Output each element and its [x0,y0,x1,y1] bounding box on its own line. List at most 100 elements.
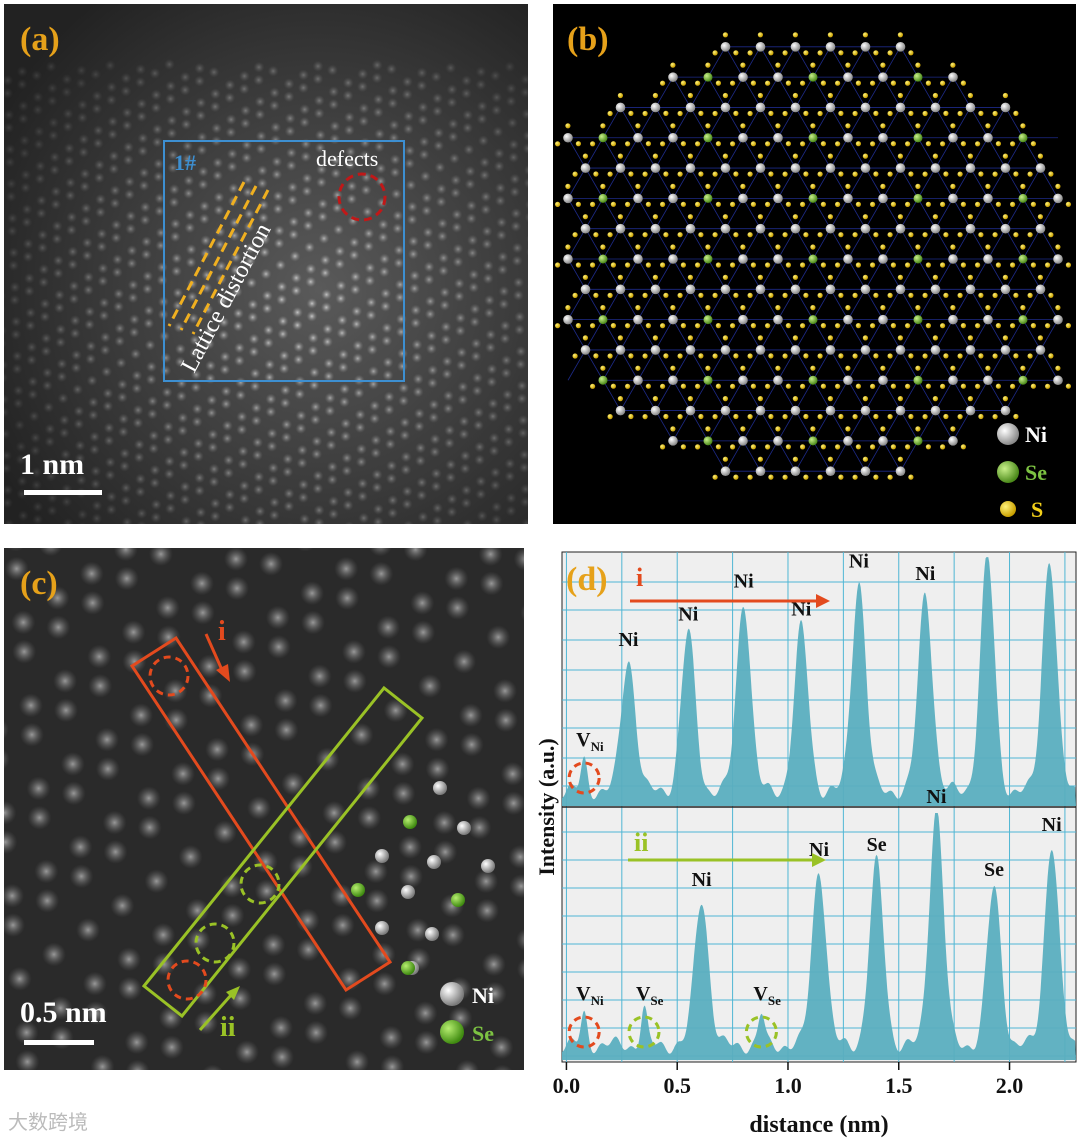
lattice-spot-a [524,212,528,223]
lattice-spot-a [121,107,133,119]
lattice-bond [795,198,814,229]
lattice-spot-a [46,82,58,94]
lattice-spot-a [143,305,155,317]
lattice-spot-a [325,426,337,438]
scale-bar-label: 1 nm [20,448,84,481]
lattice-bond [1040,167,1059,199]
lattice-spot-a [49,164,61,176]
lattice-spot-c [364,888,389,913]
lattice-spot-c [474,869,499,894]
ni-atom [738,314,748,325]
lattice-spot-a [35,207,47,219]
lattice-spot-c [11,610,36,635]
s-atom [575,141,581,147]
lattice-spot-a [311,435,323,447]
s-atom [960,262,966,268]
ni-atom [720,345,731,355]
lattice-spot-a [110,219,122,231]
s-atom [785,444,791,450]
lattice-spot-a [445,472,457,483]
s-atom [862,214,868,220]
lattice-spot-a [283,78,295,90]
lattice-spot-a [194,62,206,74]
lattice-spot-a [9,281,21,293]
lattice-spot-a [211,122,223,134]
lattice-bond [865,167,884,199]
lattice-spot-c [35,888,60,913]
lattice-spot-a [45,470,57,482]
lattice-spot-a [150,511,162,523]
lattice-spot-a [162,421,174,433]
lattice-spot-a [475,79,487,91]
lattice-spot-a [505,505,517,517]
lattice-spot-c [193,981,217,1006]
s-atom [838,292,844,298]
legend-se-ball-c [440,1020,464,1044]
lattice-spot-c [39,548,63,557]
s-atom [775,123,781,129]
ni-atom [878,375,888,386]
s-atom [838,413,844,420]
ni-atom [895,284,906,295]
s-atom [817,50,823,56]
lattice-spot-a [19,135,31,146]
ni-atom [615,163,626,173]
s-atom [677,171,683,177]
s-atom [1065,262,1071,268]
ni-atom [755,102,766,113]
lattice-bond [725,167,744,199]
crystal-lattice [555,32,1071,480]
lattice-spot-c [475,898,500,923]
lattice-spot-a [277,328,289,340]
s-atom [617,396,623,402]
lattice-spot-a [526,235,528,244]
s-atom [677,414,683,420]
lattice-bond [742,410,761,442]
overlay-se-atom [451,893,465,907]
lattice-bond [795,167,814,199]
lattice-spot-a [256,165,268,177]
lattice-spot-a [264,359,276,371]
s-atom [645,141,651,147]
lattice-spot-a [254,96,266,108]
lattice-spot-a [353,387,365,399]
s-atom [803,474,809,480]
s-atom [607,414,613,420]
lattice-spot-a [342,499,354,511]
lattice-bond [847,46,866,78]
ni-atom [615,284,626,295]
lattice-spot-a [149,464,161,476]
s-atom [792,396,798,402]
lattice-spot-a [406,201,418,213]
lattice-spot-a [4,122,15,134]
ni-atom [825,163,836,173]
s-atom [750,323,756,329]
lattice-spot-a [165,93,177,105]
lattice-spot-a [234,342,245,354]
lattice-bond [882,349,901,381]
lattice-spot-c [444,566,469,591]
s-atom [1002,153,1008,159]
lattice-spot-a [331,202,343,214]
lattice-bond [935,258,954,290]
lattice-spot-a [39,311,51,323]
s-atom [663,171,669,177]
lattice-spot-a [226,161,238,173]
lattice-spot-a [4,406,10,418]
lattice-spot-a [132,404,144,416]
lattice-bond [637,349,656,381]
lattice-spot-a [122,154,134,166]
lattice-bond [655,319,674,351]
s-atom [880,305,886,311]
lattice-spot-a [250,402,262,414]
lattice-bond [952,258,971,290]
lattice-spot-a [232,307,244,319]
lattice-spot-a [165,490,177,502]
lattice-spot-a [359,150,371,162]
lattice-spot-c [482,981,507,1006]
lattice-bond [567,319,586,351]
lattice-bond [795,289,814,320]
s-atom [782,232,788,238]
lattice-spot-a [230,264,242,276]
lattice-bond [707,107,726,138]
